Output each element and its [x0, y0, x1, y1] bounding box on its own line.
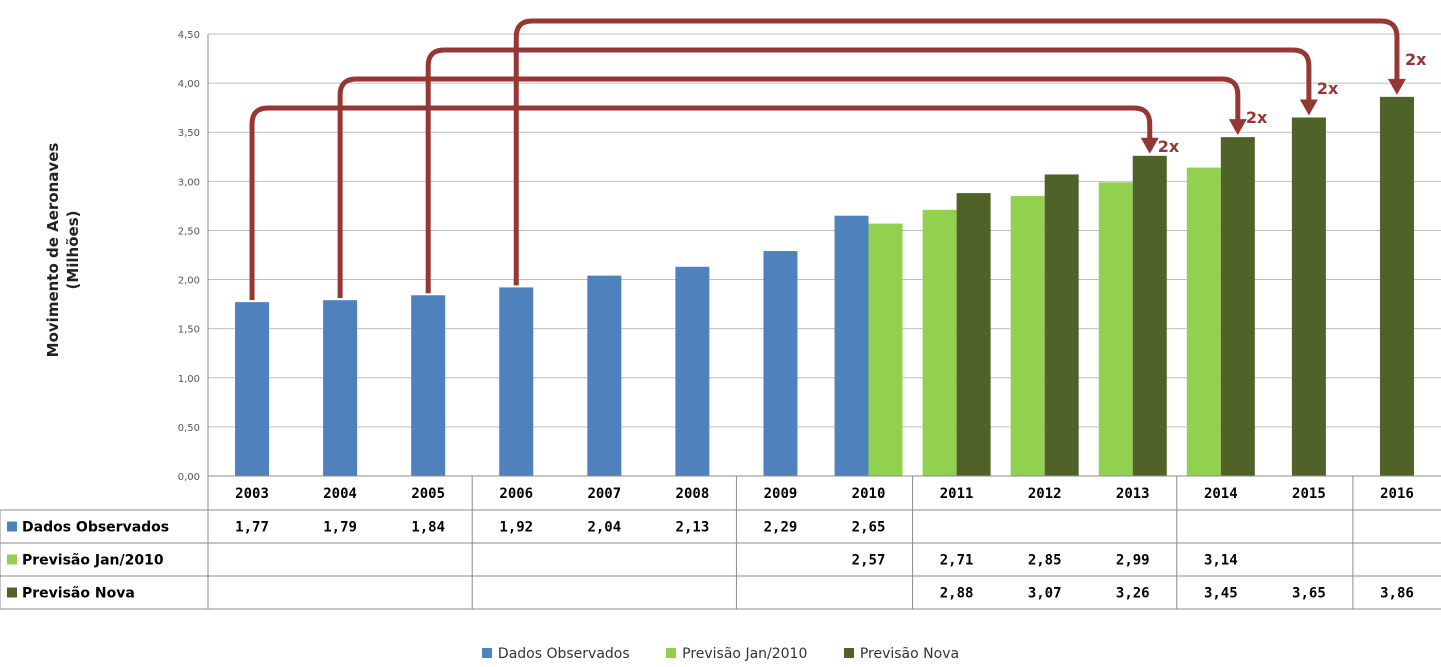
growth-arrow [249, 105, 1153, 301]
bar-forecast-new-2014 [1220, 137, 1255, 476]
x-tick-label: 2009 [764, 486, 798, 502]
bar-observed-2010 [834, 215, 869, 476]
x-tick-label: 2005 [411, 486, 445, 502]
bar-forecast-jan2010-2010 [868, 223, 903, 476]
x-tick-label: 2007 [587, 486, 621, 502]
x-tick-label: 2003 [235, 486, 269, 502]
growth-arrowhead [1228, 119, 1247, 136]
table-value: 3,26 [1116, 586, 1150, 602]
legend-swatch-forecast-jan2010 [666, 648, 677, 658]
legend-label-observed: Dados Observados [497, 646, 630, 662]
y-tick-label: 3,50 [178, 128, 200, 139]
legend-item-observed: Dados Observados [481, 646, 630, 662]
table-value: 3,14 [1204, 553, 1238, 569]
table-value: 2,99 [1116, 553, 1150, 569]
table-row-label-observed: Dados Observados [22, 520, 169, 536]
x-tick-label: 2008 [676, 486, 710, 502]
table-value: 2,13 [676, 520, 710, 536]
bar-observed-2003 [235, 302, 270, 476]
legend-item-forecast-jan2010: Previsão Jan/2010 [666, 646, 807, 662]
growth-label: 2x [1317, 79, 1339, 98]
y-tick-label: 3,00 [178, 177, 200, 188]
y-axis-title-line-2: (Milhões) [64, 210, 82, 290]
y-tick-label: 2,50 [178, 226, 200, 237]
y-tick-label: 4,50 [178, 30, 200, 41]
table-value: 2,04 [587, 520, 621, 536]
table-swatch-forecast-jan2010 [7, 554, 17, 565]
growth-label: 2x [1158, 137, 1180, 156]
x-tick-label: 2004 [323, 486, 357, 502]
y-tick-label: 1,00 [178, 374, 200, 385]
y-tick-label: 0,00 [178, 472, 200, 483]
growth-label: 2x [1405, 50, 1427, 69]
bar-forecast-new-2016 [1379, 96, 1414, 477]
table-value: 1,79 [323, 520, 357, 536]
growth-arrow [337, 76, 1241, 299]
legend-swatch-observed [481, 648, 492, 658]
x-tick-label: 2014 [1204, 486, 1238, 502]
table-swatch-observed [7, 521, 17, 532]
x-tick-label: 2011 [940, 486, 974, 502]
bar-forecast-jan2010-2011 [922, 209, 957, 476]
bar-observed-2008 [675, 266, 710, 476]
bar-observed-2005 [411, 295, 446, 476]
bar-forecast-jan2010-2012 [1010, 196, 1045, 477]
legend-swatch-forecast-new [843, 648, 854, 658]
table-row-label-forecast-new: Previsão Nova [22, 586, 135, 602]
table-value: 2,88 [940, 586, 974, 602]
x-tick-label: 2015 [1292, 486, 1326, 502]
bar-observed-2006 [499, 287, 534, 476]
legend-label-forecast-jan2010: Previsão Jan/2010 [682, 646, 808, 662]
growth-arrow [425, 47, 1312, 294]
growth-arrow [513, 18, 1400, 286]
table-value: 3,86 [1380, 586, 1414, 602]
growth-arrowhead [1387, 78, 1406, 95]
growth-label: 2x [1246, 108, 1268, 127]
table-swatch-forecast-new [7, 587, 17, 598]
bar-observed-2007 [587, 275, 622, 476]
legend-item-forecast-new: Previsão Nova [843, 646, 960, 662]
y-tick-label: 2,00 [178, 276, 200, 287]
x-tick-label: 2013 [1116, 486, 1150, 502]
table-value: 2,71 [940, 553, 974, 569]
y-tick-label: 0,50 [178, 423, 200, 434]
bar-forecast-new-2013 [1132, 155, 1167, 476]
x-tick-label: 2012 [1028, 486, 1062, 502]
growth-arrowhead [1299, 99, 1318, 116]
y-axis-title-wrap: Movimento de Aeronaves (Milhões) [8, 120, 118, 380]
table-value: 1,77 [235, 520, 269, 536]
legend: Dados Observados Previsão Jan/2010 Previ… [0, 646, 1441, 662]
growth-arrowhead [1140, 137, 1159, 154]
bar-observed-2004 [323, 300, 358, 476]
table-value: 1,84 [411, 520, 445, 536]
legend-label-forecast-new: Previsão Nova [859, 646, 960, 662]
bar-observed-2009 [763, 251, 798, 476]
table-value: 3,65 [1292, 586, 1326, 602]
x-tick-label: 2016 [1380, 486, 1414, 502]
table-value: 2,85 [1028, 553, 1062, 569]
table-value: 3,07 [1028, 586, 1062, 602]
table-value: 2,65 [852, 520, 886, 536]
y-tick-label: 4,00 [178, 79, 200, 90]
bar-forecast-new-2015 [1291, 117, 1326, 476]
x-tick-label: 2010 [852, 486, 886, 502]
bar-forecast-jan2010-2014 [1186, 167, 1221, 477]
bar-forecast-new-2011 [956, 193, 991, 476]
y-axis-title-line-1: Movimento de Aeronaves [44, 142, 62, 358]
table-value: 2,29 [764, 520, 798, 536]
table-row-label-forecast-jan2010: Previsão Jan/2010 [22, 553, 164, 569]
table-value: 3,45 [1204, 586, 1238, 602]
table-value: 2,57 [852, 553, 886, 569]
y-axis-title: Movimento de Aeronaves (Milhões) [43, 120, 83, 380]
bar-forecast-jan2010-2013 [1098, 182, 1133, 476]
y-tick-label: 1,50 [178, 325, 200, 336]
bar-forecast-new-2012 [1044, 174, 1079, 477]
table-value: 1,92 [499, 520, 533, 536]
x-tick-label: 2006 [499, 486, 533, 502]
